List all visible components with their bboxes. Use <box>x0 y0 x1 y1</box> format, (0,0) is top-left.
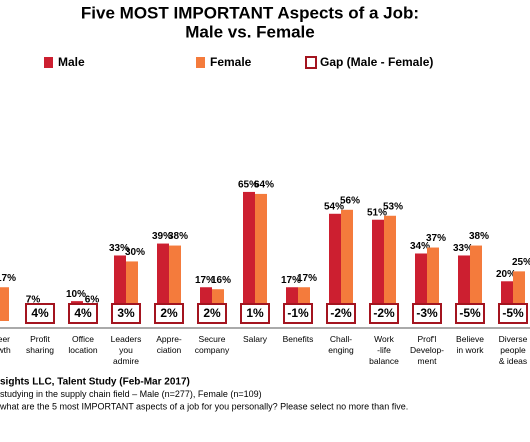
bar <box>0 287 9 321</box>
data-label: 34% <box>410 241 430 252</box>
data-label: 38% <box>168 231 188 242</box>
data-label: 10% <box>66 289 86 300</box>
x-tick-label: Diverse people & ideas <box>499 334 528 366</box>
legend-label: Male <box>58 55 85 69</box>
legend-swatch <box>305 56 317 69</box>
gap-box <box>240 303 270 324</box>
gap-label: 2% <box>160 306 178 320</box>
data-label: 25% <box>512 257 530 268</box>
x-tick-label: Office location <box>68 334 98 355</box>
gap-box <box>197 303 227 324</box>
data-label: 64% <box>254 180 274 191</box>
data-label: 17% <box>195 275 215 286</box>
gap-label: 3% <box>117 306 135 320</box>
chart-title: Five MOST IMPORTANT Aspects of a Job: <box>81 3 419 22</box>
x-tick-label: Profit sharing <box>26 334 54 355</box>
gap-label: -2% <box>373 306 395 320</box>
x-tick-label: Salary <box>243 334 268 344</box>
data-label: 33% <box>109 243 129 254</box>
gap-box <box>283 303 313 324</box>
x-tick-label: Appre-ciation <box>156 334 182 355</box>
gap-label: 1% <box>246 306 264 320</box>
bar <box>157 243 169 321</box>
gap-box <box>455 303 485 324</box>
data-label: 51% <box>367 207 387 218</box>
data-label: 37% <box>426 233 446 244</box>
gap-label: -2% <box>330 306 352 320</box>
x-tick-label: CareerGrowth <box>0 334 11 355</box>
footnote: sights LLC, Talent Study (Feb-Mar 2017) <box>0 377 190 388</box>
x-tick-label: Leaders you admire <box>111 334 142 366</box>
bar <box>329 213 341 321</box>
data-label: 7% <box>26 295 41 306</box>
legend-swatch <box>196 57 205 68</box>
data-label: 17% <box>0 273 16 284</box>
data-label: 33% <box>453 243 473 254</box>
gap-label: 4% <box>74 306 92 320</box>
data-label: 17% <box>297 273 317 284</box>
gap-box <box>154 303 184 324</box>
bar <box>169 245 181 321</box>
gap-label: -3% <box>416 306 438 320</box>
bar <box>255 193 267 321</box>
data-label: 20% <box>496 269 516 280</box>
x-tick-label: Work -life balance <box>369 334 399 366</box>
bar <box>243 191 255 321</box>
bar <box>427 247 439 321</box>
data-label: 30% <box>125 247 145 258</box>
data-label: 6% <box>85 295 100 306</box>
gap-box <box>412 303 442 324</box>
gap-label: -5% <box>502 306 524 320</box>
gap-box <box>111 303 141 324</box>
legend-label: Female <box>210 55 252 69</box>
data-label: 53% <box>383 201 403 212</box>
bar <box>341 209 353 321</box>
data-label: 65% <box>238 180 258 191</box>
gap-box <box>369 303 399 324</box>
x-tick-label: Benefits <box>283 334 314 344</box>
x-tick-label: Chall-enging <box>328 334 354 355</box>
gap-box <box>25 303 55 324</box>
bar <box>384 215 396 321</box>
data-label: 38% <box>469 231 489 242</box>
data-label: 39% <box>152 231 172 242</box>
x-tick-label: Believe in work <box>456 334 484 355</box>
gap-box <box>498 303 528 324</box>
gap-box <box>68 303 98 324</box>
bar <box>470 245 482 321</box>
gap-label: -1% <box>287 306 309 320</box>
chart-subtitle: Male vs. Female <box>185 22 314 41</box>
x-tick-label: Prof'l Develop-ment <box>410 334 444 366</box>
gap-label: -5% <box>459 306 481 320</box>
x-tick-label: Secure company <box>195 334 230 355</box>
data-label: 17% <box>281 275 301 286</box>
legend-swatch <box>44 57 53 68</box>
legend-label: Gap (Male - Female) <box>320 55 433 69</box>
footnote: studying in the supply chain field – Mal… <box>0 389 262 399</box>
gap-label: 2% <box>203 306 221 320</box>
data-label: 16% <box>211 275 231 286</box>
gap-box <box>326 303 356 324</box>
data-label: 54% <box>324 201 344 212</box>
footnote: what are the 5 most IMPORTANT aspects of… <box>0 401 408 411</box>
data-label: 56% <box>340 195 360 206</box>
gap-label: 4% <box>31 306 49 320</box>
bar <box>372 219 384 321</box>
